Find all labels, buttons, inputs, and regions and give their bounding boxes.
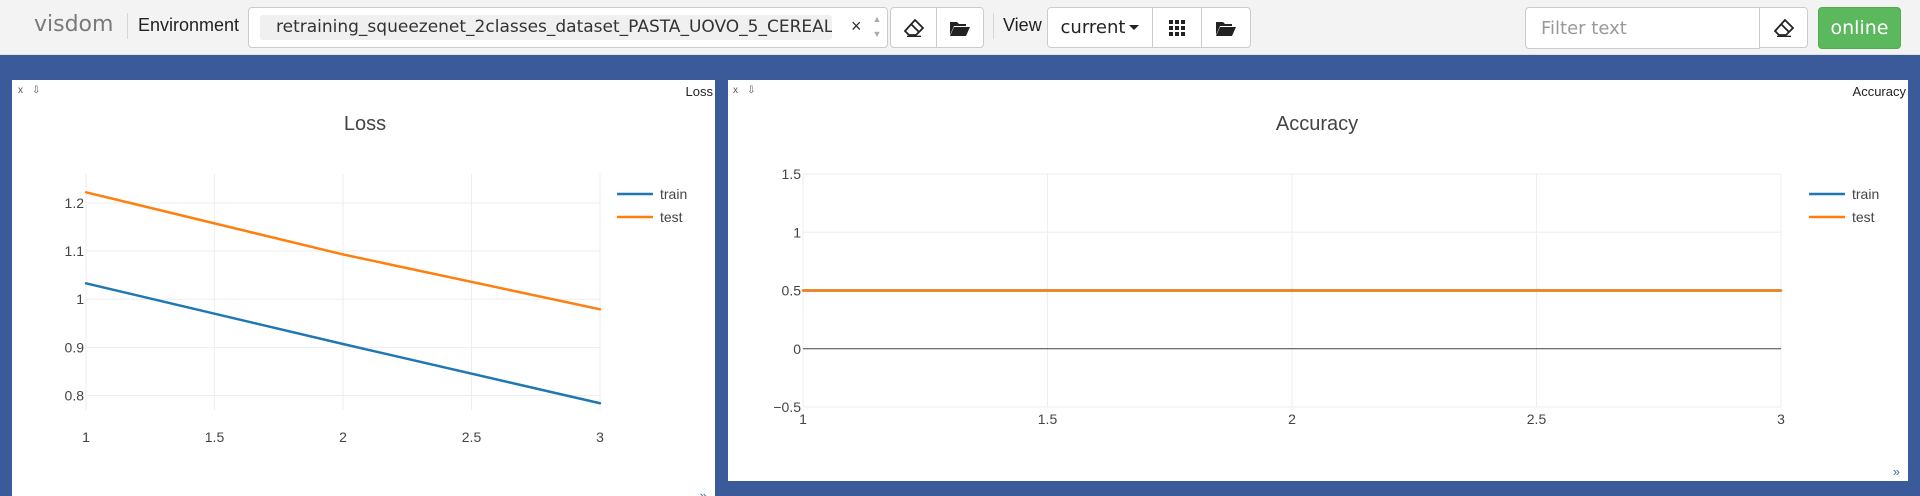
x-tick-label: 2 <box>1288 411 1296 427</box>
accuracy-plot-pane[interactable]: x ⇩ Accuracy » Accuracy 1 1.5 2 2.5 3 −0.5 0 0.5… <box>728 80 1908 481</box>
brand-logo[interactable]: visdom <box>34 12 113 37</box>
x-tick-label: 1.5 <box>205 429 225 445</box>
view-label: View <box>1003 15 1042 36</box>
loss-plot-pane[interactable]: x ⇩ Loss » Loss 1 1.5 2 2.5 3 0.8 0.9 1 1.1 1.2 tra… <box>12 80 715 496</box>
legend-label-test: test <box>1852 209 1875 225</box>
x-tick-label: 1.5 <box>1038 411 1058 427</box>
environment-scroll-arrows[interactable]: ▲ ▼ <box>870 12 884 44</box>
legend-label-train: train <box>1852 186 1879 202</box>
connection-status-button[interactable]: online <box>1818 7 1901 49</box>
data-point-test <box>802 289 804 291</box>
y-tick-label: 1 <box>76 291 84 307</box>
y-tick-label: 0.8 <box>65 388 85 404</box>
y-tick-label: 1.2 <box>65 195 85 211</box>
view-select-value: current <box>1061 17 1126 38</box>
repack-layout-button[interactable] <box>1152 7 1202 48</box>
clear-environment-button[interactable] <box>890 7 937 48</box>
y-tick-label: 0 <box>793 341 801 357</box>
top-navbar: visdom Environment retraining_squeezenet… <box>0 0 1920 55</box>
eraser-icon <box>1774 19 1794 37</box>
legend-label-test: test <box>660 209 683 225</box>
data-point-test <box>342 253 344 255</box>
view-select-dropdown[interactable]: current <box>1047 7 1153 48</box>
data-point-test <box>599 308 601 310</box>
eraser-icon <box>904 19 924 37</box>
clear-filter-button[interactable] <box>1759 7 1808 48</box>
data-point-train <box>599 402 601 404</box>
x-tick-label: 1 <box>82 429 90 445</box>
manage-views-button[interactable] <box>1201 7 1251 48</box>
data-point-train <box>85 282 87 284</box>
y-tick-label: −0.5 <box>773 399 801 415</box>
navbar-divider <box>993 13 994 39</box>
caret-down-icon <box>1129 25 1139 30</box>
environment-chip[interactable]: retraining_squeezenet_2classes_dataset_P… <box>260 15 832 40</box>
environment-select[interactable]: retraining_squeezenet_2classes_dataset_P… <box>248 7 888 48</box>
data-point-test <box>85 191 87 193</box>
data-point-test <box>1780 289 1782 291</box>
x-tick-label: 3 <box>1777 411 1785 427</box>
x-tick-label: 2 <box>339 429 347 445</box>
folder-open-icon <box>1215 19 1237 37</box>
grid-icon <box>1169 20 1185 36</box>
data-point-train <box>342 343 344 345</box>
data-point-test <box>1291 289 1293 291</box>
y-tick-label: 1.5 <box>782 166 802 182</box>
x-tick-label: 2.5 <box>1527 411 1547 427</box>
resize-handle-icon[interactable]: » <box>700 488 707 496</box>
navbar-divider <box>127 13 128 39</box>
folder-open-icon <box>949 19 971 37</box>
y-tick-label: 0.9 <box>65 339 85 355</box>
environment-label: Environment <box>138 15 239 36</box>
y-tick-label: 1.1 <box>65 243 85 259</box>
resize-handle-icon[interactable]: » <box>1893 464 1900 479</box>
x-tick-label: 2.5 <box>462 429 482 445</box>
chart-title: Accuracy <box>1276 113 1358 135</box>
environment-clear-button[interactable]: × <box>851 16 862 37</box>
loss-line-chart[interactable]: Loss 1 1.5 2 2.5 3 0.8 0.9 1 1.1 1.2 train test <box>12 80 715 480</box>
legend-label-train: train <box>660 186 687 202</box>
filter-text-input[interactable] <box>1525 7 1760 49</box>
x-tick-label: 3 <box>596 429 604 445</box>
y-tick-label: 1 <box>793 224 801 240</box>
manage-environments-button[interactable] <box>936 7 984 48</box>
y-tick-label: 0.5 <box>782 283 802 299</box>
chart-title: Loss <box>344 113 386 135</box>
